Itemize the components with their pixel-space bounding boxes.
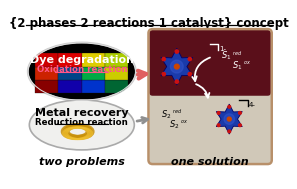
Circle shape bbox=[227, 117, 231, 121]
Circle shape bbox=[162, 57, 165, 61]
Text: 1-: 1- bbox=[219, 46, 226, 52]
Bar bbox=[59, 67, 82, 80]
Circle shape bbox=[228, 105, 231, 108]
Bar bbox=[35, 80, 59, 93]
FancyBboxPatch shape bbox=[149, 30, 271, 96]
Text: $S_1$: $S_1$ bbox=[221, 50, 231, 62]
Text: $S_2$: $S_2$ bbox=[169, 118, 180, 131]
Text: Oxidation reaction: Oxidation reaction bbox=[37, 65, 127, 74]
Polygon shape bbox=[216, 104, 242, 134]
Text: $^{ox}$: $^{ox}$ bbox=[243, 60, 251, 66]
Circle shape bbox=[238, 124, 241, 127]
Bar bbox=[105, 80, 129, 93]
Text: $S_1$: $S_1$ bbox=[232, 60, 242, 72]
Bar bbox=[105, 67, 129, 80]
Text: Reduction reaction: Reduction reaction bbox=[35, 118, 128, 127]
Text: $^{red}$: $^{red}$ bbox=[172, 108, 182, 114]
Circle shape bbox=[217, 112, 220, 114]
Circle shape bbox=[170, 60, 183, 73]
Circle shape bbox=[175, 50, 178, 53]
Ellipse shape bbox=[29, 100, 134, 150]
Circle shape bbox=[188, 72, 192, 76]
Bar bbox=[82, 53, 105, 67]
Bar bbox=[82, 80, 105, 93]
Circle shape bbox=[238, 112, 241, 114]
Text: Dye degradation: Dye degradation bbox=[30, 55, 134, 65]
Circle shape bbox=[188, 57, 192, 61]
Bar bbox=[35, 67, 59, 80]
Text: $^{red}$: $^{red}$ bbox=[232, 50, 242, 56]
Polygon shape bbox=[161, 48, 193, 85]
Bar bbox=[105, 53, 129, 67]
Circle shape bbox=[228, 130, 231, 133]
Bar bbox=[59, 53, 82, 67]
Text: Metal recovery: Metal recovery bbox=[35, 108, 129, 118]
Text: $^{ox}$: $^{ox}$ bbox=[180, 118, 188, 124]
Ellipse shape bbox=[28, 43, 136, 101]
Circle shape bbox=[175, 80, 178, 83]
Text: {2 phases 2 reactions 1 catalyst} concept: {2 phases 2 reactions 1 catalyst} concep… bbox=[9, 17, 288, 30]
Bar bbox=[59, 80, 82, 93]
Circle shape bbox=[224, 114, 235, 124]
Text: 4-: 4- bbox=[248, 101, 255, 108]
Circle shape bbox=[162, 72, 165, 76]
Text: $S_2$: $S_2$ bbox=[161, 108, 171, 121]
Circle shape bbox=[217, 124, 220, 127]
Text: one solution: one solution bbox=[171, 157, 249, 167]
Bar bbox=[35, 53, 59, 67]
FancyBboxPatch shape bbox=[149, 89, 271, 163]
Bar bbox=[82, 67, 105, 80]
Circle shape bbox=[174, 64, 179, 69]
Text: two problems: two problems bbox=[39, 157, 125, 167]
